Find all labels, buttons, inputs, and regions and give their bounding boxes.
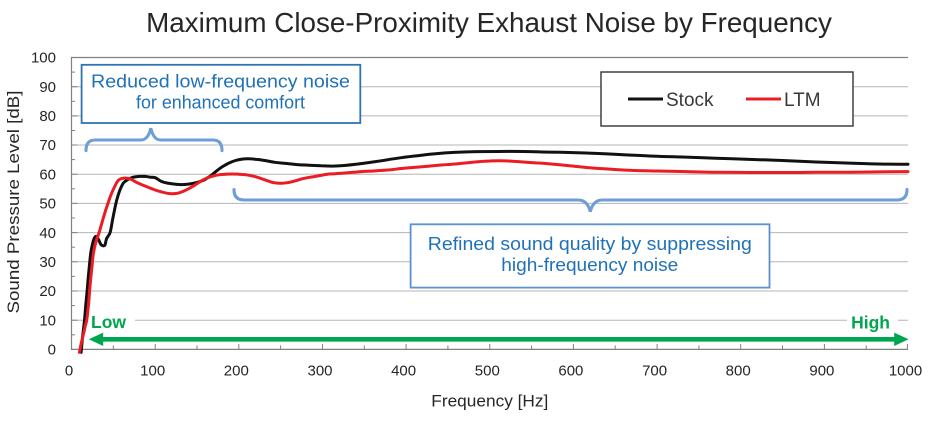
svg-text:500: 500	[475, 363, 500, 380]
svg-text:20: 20	[39, 283, 56, 300]
svg-text:Frequency [Hz]: Frequency [Hz]	[431, 392, 548, 410]
svg-text:40: 40	[39, 225, 56, 242]
svg-text:90: 90	[39, 79, 56, 96]
svg-text:for enhanced comfort: for enhanced comfort	[136, 91, 306, 112]
svg-text:700: 700	[642, 363, 667, 380]
svg-text:1000: 1000	[889, 363, 922, 380]
svg-text:900: 900	[809, 363, 834, 380]
svg-text:High: High	[851, 312, 890, 332]
svg-text:400: 400	[391, 363, 416, 380]
svg-text:200: 200	[224, 363, 249, 380]
svg-text:0: 0	[65, 363, 73, 380]
svg-text:70: 70	[39, 137, 56, 154]
svg-text:Stock: Stock	[666, 90, 714, 111]
svg-text:300: 300	[307, 363, 332, 380]
svg-text:10: 10	[39, 312, 56, 329]
svg-text:30: 30	[39, 254, 56, 271]
svg-text:Reduced low-frequency noise: Reduced low-frequency noise	[91, 71, 350, 92]
svg-text:0: 0	[48, 342, 56, 359]
svg-text:LTM: LTM	[784, 90, 821, 111]
svg-text:60: 60	[39, 166, 56, 183]
svg-text:80: 80	[39, 108, 56, 125]
svg-text:Sound Pressure Level [dB]: Sound Pressure Level [dB]	[5, 91, 23, 314]
svg-text:Low: Low	[91, 312, 126, 332]
svg-text:Refined sound quality by suppr: Refined sound quality by suppressing	[428, 233, 752, 254]
svg-text:Maximum Close-Proximity Exhaus: Maximum Close-Proximity Exhaust Noise by…	[146, 7, 832, 38]
svg-text:100: 100	[140, 363, 165, 380]
svg-text:high-frequency noise: high-frequency noise	[501, 254, 678, 275]
svg-text:50: 50	[39, 196, 56, 213]
svg-text:600: 600	[558, 363, 583, 380]
svg-text:100: 100	[31, 50, 56, 67]
svg-text:800: 800	[726, 363, 751, 380]
